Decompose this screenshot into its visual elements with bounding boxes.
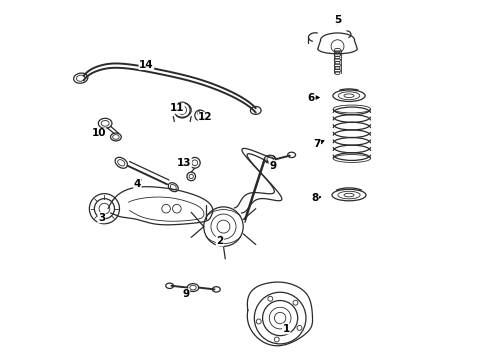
Text: 11: 11	[170, 103, 184, 113]
Text: 7: 7	[313, 139, 320, 149]
Text: 5: 5	[334, 15, 341, 26]
Text: 14: 14	[139, 59, 154, 69]
Text: 6: 6	[308, 93, 315, 103]
Text: 13: 13	[177, 158, 191, 168]
Text: 10: 10	[92, 129, 106, 138]
Text: 3: 3	[98, 213, 105, 222]
Text: 9: 9	[269, 161, 276, 171]
Text: 12: 12	[198, 112, 213, 122]
Text: 8: 8	[311, 193, 318, 203]
Text: 1: 1	[283, 324, 290, 334]
Text: 2: 2	[216, 236, 223, 246]
Text: 9: 9	[182, 289, 190, 299]
Text: 4: 4	[134, 179, 141, 189]
